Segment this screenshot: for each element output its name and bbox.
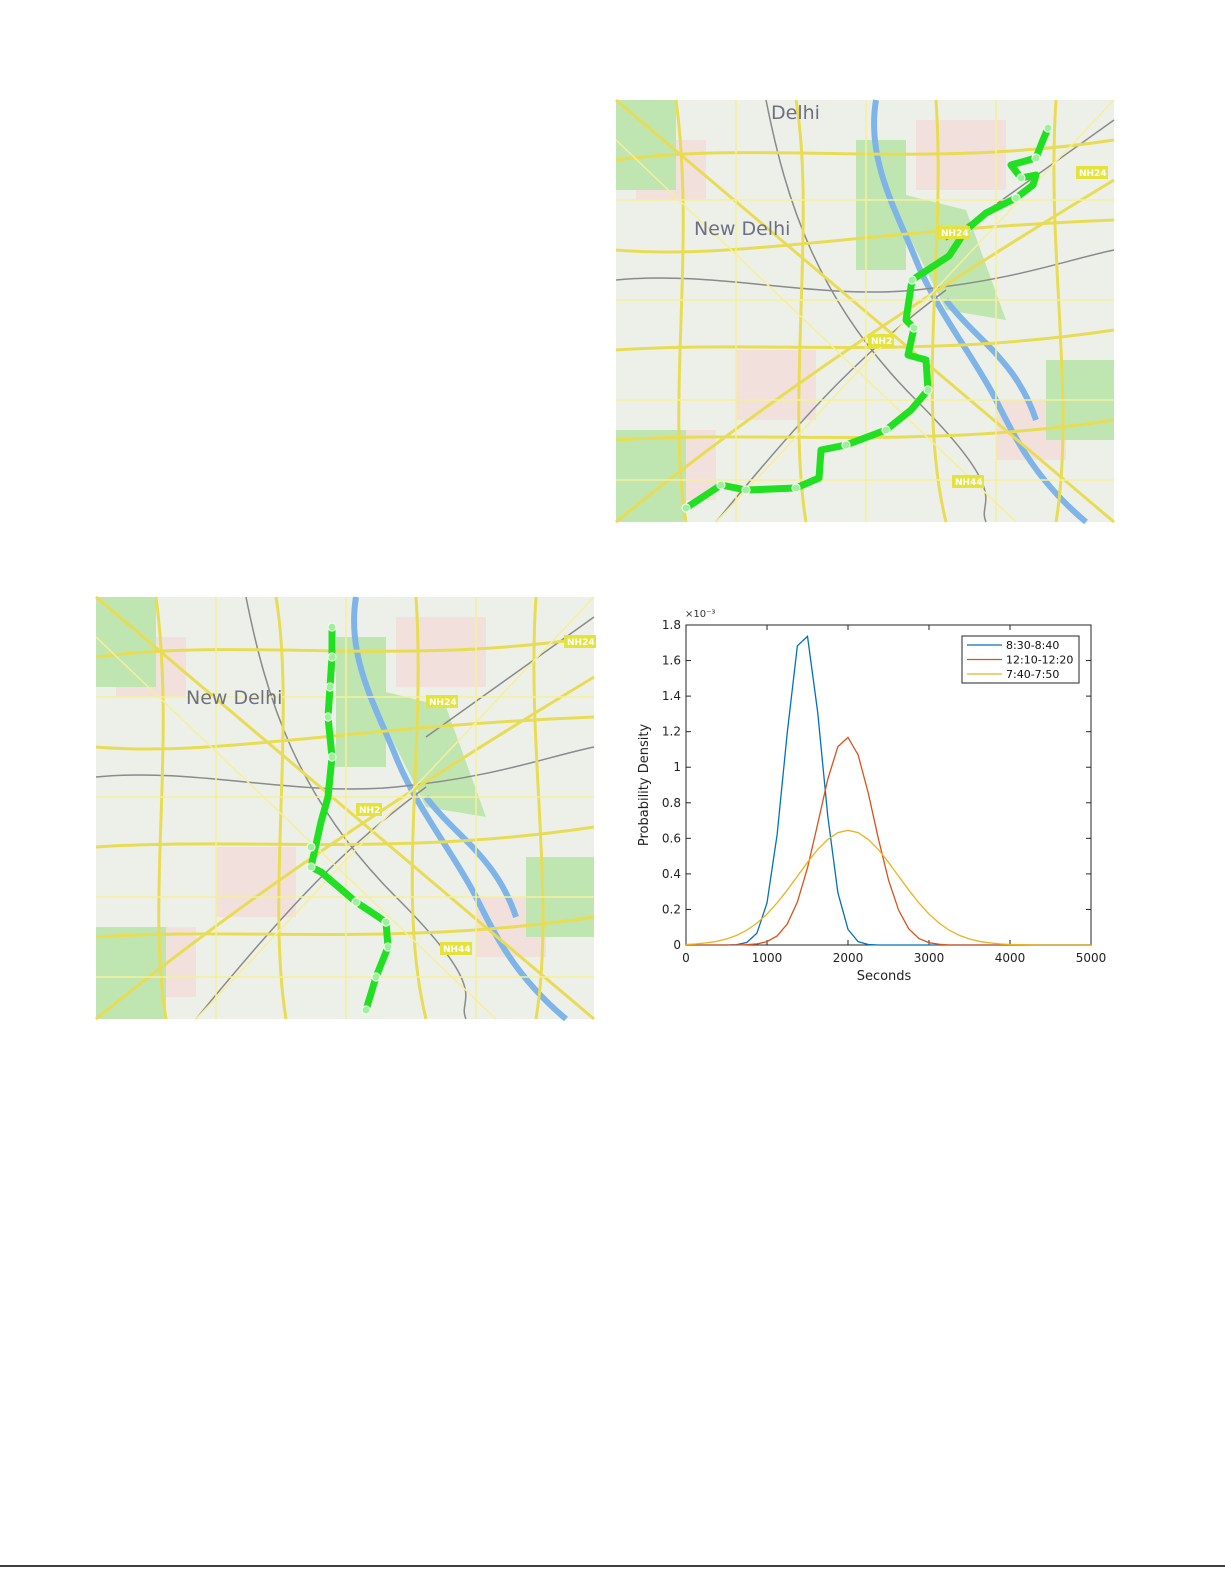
- map-label: NH24: [941, 229, 969, 239]
- map-label: New Delhi: [186, 687, 282, 709]
- x-tick-label: 1000: [752, 951, 783, 965]
- y-tick-label: 0.8: [662, 796, 681, 810]
- y-multiplier: ×10⁻³: [685, 609, 715, 620]
- x-tick-label: 3000: [914, 951, 945, 965]
- x-tick-label: 0: [682, 951, 690, 965]
- map-label: NH24: [429, 698, 457, 708]
- y-tick-label: 0: [673, 938, 681, 952]
- map-bottom: New Delhi NH24 NH24 NH2 NH44: [96, 597, 596, 1019]
- legend-label: 12:10-12:20: [1006, 654, 1073, 667]
- series-line: [685, 829, 1091, 946]
- legend-label: 7:40-7:50: [1006, 668, 1059, 681]
- map-label: NH44: [443, 945, 471, 955]
- map-label: NH24: [567, 638, 595, 648]
- y-tick-label: 1.8: [662, 618, 681, 632]
- y-tick-label: 0.6: [662, 831, 681, 845]
- map-label: Delhi: [771, 102, 820, 124]
- map-label: New Delhi: [694, 218, 790, 240]
- x-tick-label: 4000: [995, 951, 1026, 965]
- y-tick-label: 1.2: [662, 725, 681, 739]
- y-tick-label: 0.2: [662, 902, 681, 916]
- x-tick-label: 5000: [1076, 951, 1107, 965]
- map-label: NH2: [871, 337, 892, 347]
- y-tick-label: 1: [673, 760, 681, 774]
- x-axis-label: Seconds: [857, 969, 912, 984]
- chart: ×10⁻³ Seconds Probability Density 0 1000 2…: [637, 609, 1106, 984]
- y-tick-label: 1.4: [662, 689, 681, 703]
- legend-label: 8:30-8:40: [1006, 639, 1059, 652]
- y-axis-label: Probability Density: [637, 724, 652, 847]
- map-label: NH24: [1079, 169, 1107, 179]
- map-label: NH2: [359, 806, 380, 816]
- x-tick-label: 2000: [833, 951, 864, 965]
- y-tick-label: 0.4: [662, 867, 681, 881]
- map-top: Delhi New Delhi NH24 NH24 NH2 NH44: [616, 100, 1114, 522]
- y-tick-label: 1.6: [662, 654, 681, 668]
- map-label: NH44: [955, 478, 983, 488]
